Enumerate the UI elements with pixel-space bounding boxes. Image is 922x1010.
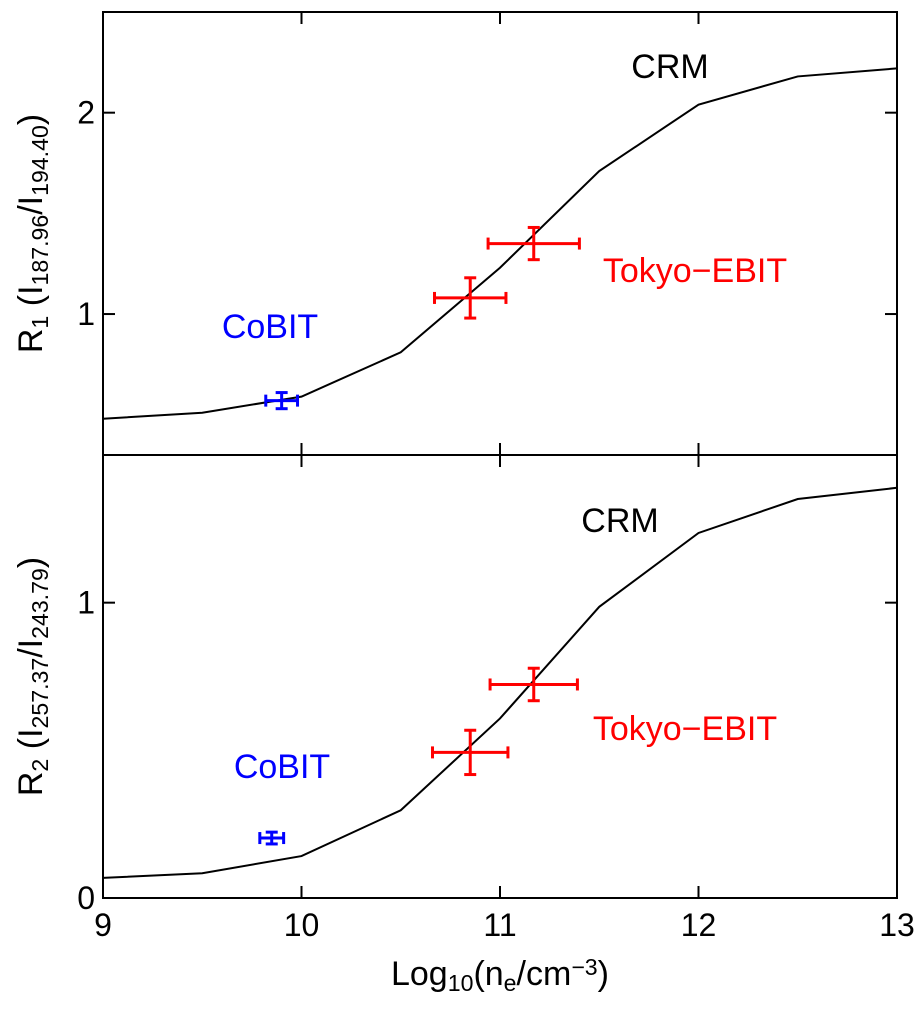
axis-title-part: (n bbox=[473, 955, 503, 993]
axis-title-part: /I bbox=[12, 196, 50, 215]
x-tick-label: 11 bbox=[483, 907, 516, 943]
axis-title: R2 (I257.37/I243.79) bbox=[12, 557, 53, 796]
series-label: Tokyo−EBIT bbox=[593, 710, 777, 748]
series-label: Tokyo−EBIT bbox=[603, 252, 787, 290]
axis-title-part: 243.79 bbox=[27, 568, 53, 639]
axis-title-part: 2 bbox=[27, 759, 53, 772]
axis-title-part: 10 bbox=[448, 970, 474, 996]
model-line bbox=[102, 486, 898, 879]
axis-title-part: 194.40 bbox=[27, 125, 53, 196]
y-tick-label: 1 bbox=[77, 296, 95, 332]
axis-title-part: /I bbox=[12, 639, 50, 658]
x-tick-label: 10 bbox=[284, 907, 320, 943]
x-tick-label: 9 bbox=[94, 907, 112, 943]
axis-title-part: −3 bbox=[571, 954, 597, 980]
plot-frame bbox=[102, 454, 898, 899]
axis-title-part: ) bbox=[12, 114, 50, 125]
axis-title-part: 1 bbox=[27, 316, 53, 329]
y-tick-label: 1 bbox=[77, 585, 95, 621]
series-label: CoBIT bbox=[222, 308, 318, 346]
model-line bbox=[102, 67, 898, 420]
axis-title-part: ) bbox=[598, 955, 609, 993]
series-label: CoBIT bbox=[234, 748, 330, 786]
axis-title-part: (I bbox=[12, 285, 50, 315]
x-tick-label: 12 bbox=[681, 907, 717, 943]
axis-title: R1 (I187.96/I194.40) bbox=[12, 114, 53, 353]
series-label: CRM bbox=[631, 48, 708, 86]
plot-frame bbox=[102, 11, 898, 456]
axis-title-part: R bbox=[12, 772, 50, 797]
axis-title-part: /cm bbox=[517, 955, 572, 993]
axis-title-part: 187.96 bbox=[27, 215, 53, 286]
y-tick-label: 0 bbox=[77, 880, 95, 916]
y-tick-label: 2 bbox=[77, 95, 95, 131]
axis-title-part: e bbox=[504, 970, 517, 996]
axis-title-part: (I bbox=[12, 728, 50, 758]
axis-title-part: Log bbox=[391, 955, 448, 993]
series-label: CRM bbox=[581, 502, 658, 540]
x-tick-label: 13 bbox=[879, 907, 915, 943]
axis-title-part: R bbox=[12, 329, 50, 354]
axis-title: Log10(ne/cm−3) bbox=[391, 954, 609, 996]
axis-title-part: 257.37 bbox=[27, 658, 53, 729]
axis-title-part: ) bbox=[12, 557, 50, 568]
